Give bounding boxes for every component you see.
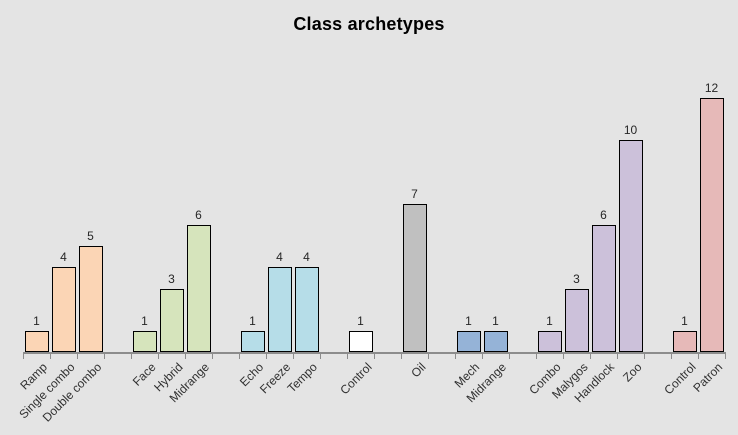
bar-value-label: 10 bbox=[623, 123, 638, 137]
bar-control bbox=[672, 331, 697, 352]
x-axis-tick bbox=[563, 354, 564, 359]
bar-value-label: 6 bbox=[195, 208, 202, 222]
bar-value-label: 12 bbox=[704, 81, 719, 95]
category-label: Control bbox=[661, 360, 699, 398]
x-axis-tick bbox=[482, 354, 483, 359]
x-axis-tick bbox=[23, 354, 24, 359]
x-axis-tick bbox=[617, 354, 618, 359]
x-axis-tick bbox=[158, 354, 159, 359]
x-axis-tick bbox=[536, 354, 537, 359]
x-axis-tick bbox=[77, 354, 78, 359]
bar-freeze bbox=[267, 267, 292, 352]
bar-midrange bbox=[483, 331, 508, 352]
bar-value-label: 1 bbox=[465, 314, 472, 328]
x-axis-tick bbox=[293, 354, 294, 359]
category-label: Patron bbox=[690, 360, 726, 395]
x-axis-tick bbox=[698, 354, 699, 359]
bar-double-combo bbox=[78, 246, 103, 352]
bar-echo bbox=[240, 331, 265, 352]
x-axis-tick bbox=[590, 354, 591, 359]
bar-value-label: 1 bbox=[492, 314, 499, 328]
category-label: Control bbox=[337, 360, 375, 398]
bar-zoo bbox=[618, 140, 643, 352]
x-axis-tick bbox=[455, 354, 456, 359]
bar-midrange bbox=[186, 225, 211, 352]
x-axis-tick bbox=[428, 354, 429, 359]
x-axis-tick bbox=[104, 354, 105, 359]
bar-value-label: 6 bbox=[600, 208, 607, 222]
bar-value-label: 1 bbox=[546, 314, 553, 328]
bar-tempo bbox=[294, 267, 319, 352]
category-label: Zoo bbox=[619, 360, 645, 385]
category-label: Tempo bbox=[285, 360, 321, 396]
bar-value-label: 1 bbox=[681, 314, 688, 328]
bar-oil bbox=[402, 204, 427, 352]
bar-value-label: 1 bbox=[357, 314, 364, 328]
x-axis-tick bbox=[131, 354, 132, 359]
bar-value-label: 3 bbox=[573, 272, 580, 286]
bar-value-label: 1 bbox=[141, 314, 148, 328]
bar-mech bbox=[456, 331, 481, 352]
bar-control bbox=[348, 331, 373, 352]
bar-value-label: 4 bbox=[60, 250, 67, 264]
bar-ramp bbox=[24, 331, 49, 352]
x-axis-tick bbox=[644, 354, 645, 359]
chart-title: Class archetypes bbox=[293, 14, 445, 34]
x-axis-tick bbox=[212, 354, 213, 359]
x-axis-tick bbox=[671, 354, 672, 359]
bar-value-label: 1 bbox=[33, 314, 40, 328]
bar-value-label: 1 bbox=[249, 314, 256, 328]
x-axis-tick bbox=[401, 354, 402, 359]
bar-value-label: 4 bbox=[276, 250, 283, 264]
bar-hybrid bbox=[159, 289, 184, 352]
x-axis-line bbox=[23, 352, 726, 354]
bar-value-label: 3 bbox=[168, 272, 175, 286]
x-axis-tick bbox=[347, 354, 348, 359]
bar-value-label: 4 bbox=[303, 250, 310, 264]
bar-value-label: 5 bbox=[87, 229, 94, 243]
bar-value-label: 7 bbox=[411, 187, 418, 201]
bar-single-combo bbox=[51, 267, 76, 352]
bar-patron bbox=[699, 98, 724, 352]
bar-malygos bbox=[564, 289, 589, 352]
bar-combo bbox=[537, 331, 562, 352]
x-axis-tick bbox=[239, 354, 240, 359]
x-axis-tick bbox=[266, 354, 267, 359]
x-axis-tick bbox=[185, 354, 186, 359]
x-axis-tick bbox=[374, 354, 375, 359]
x-axis-tick bbox=[320, 354, 321, 359]
x-axis-tick bbox=[50, 354, 51, 359]
category-label: Oil bbox=[408, 360, 429, 381]
x-axis-tick bbox=[509, 354, 510, 359]
bar-face bbox=[132, 331, 157, 352]
x-axis-tick bbox=[725, 354, 726, 359]
bar-handlock bbox=[591, 225, 616, 352]
